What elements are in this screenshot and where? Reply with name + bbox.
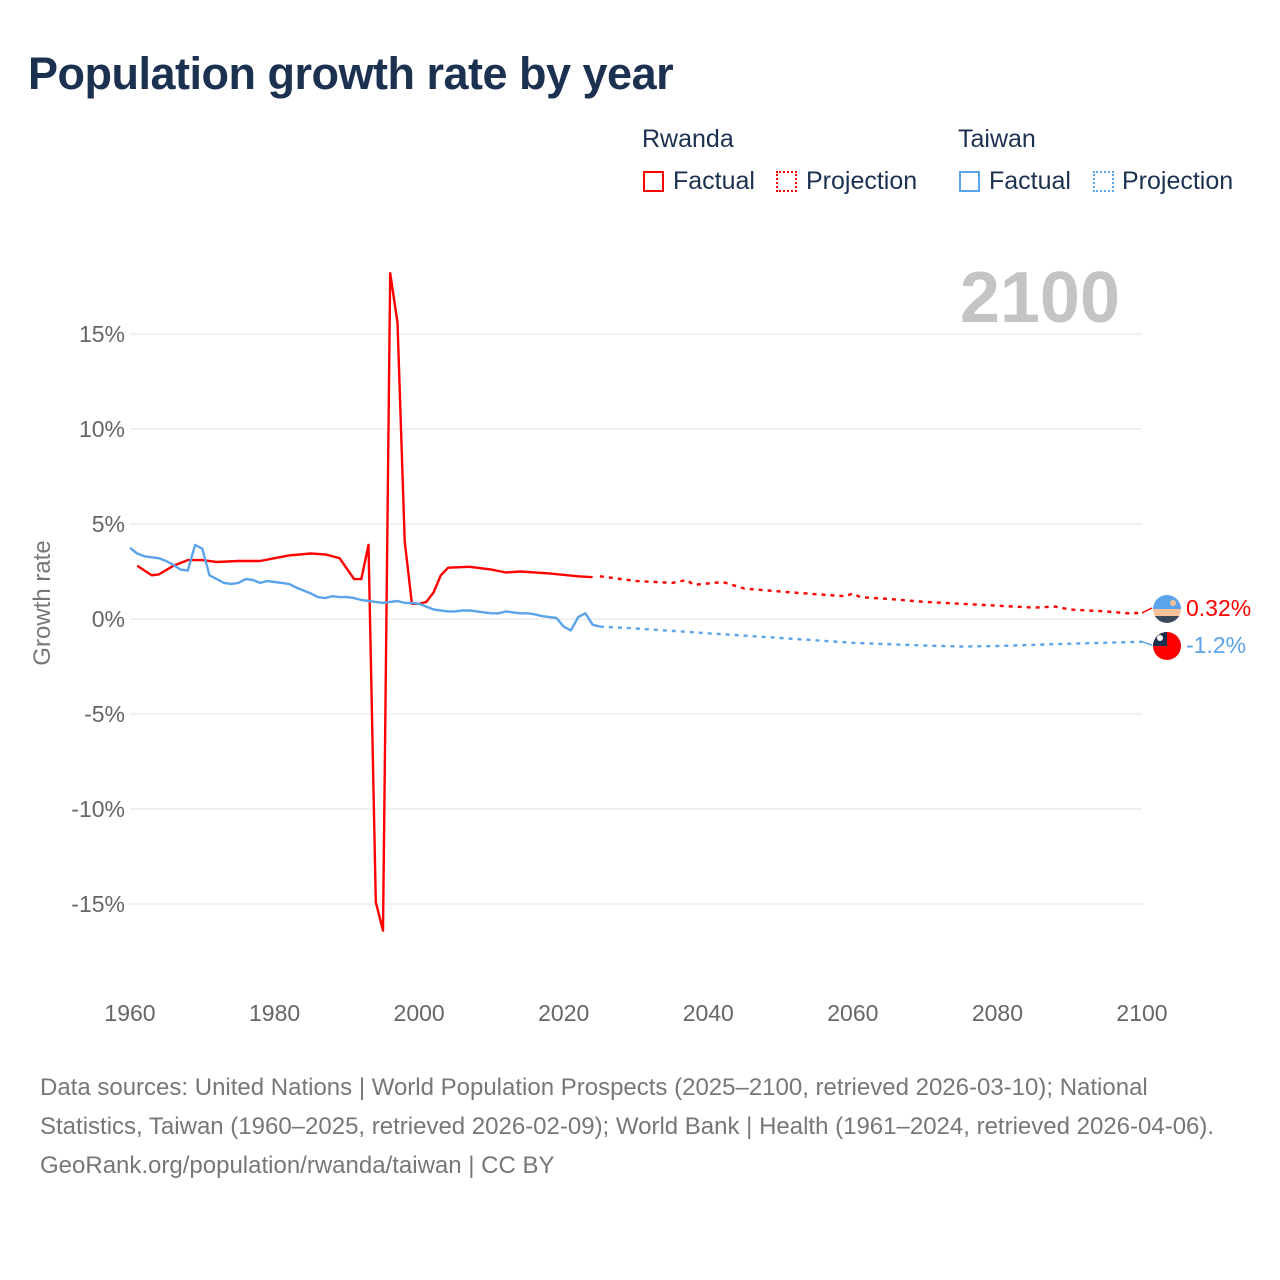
- legend-group-rwanda: Rwanda: [642, 125, 734, 153]
- flag-band: [1153, 595, 1181, 609]
- legend-group-taiwan: Taiwan: [958, 125, 1036, 153]
- x-tick-label: 2060: [827, 1000, 878, 1026]
- flag-sun: [1157, 635, 1163, 641]
- legend-swatch-taiwan-factual: [959, 171, 980, 192]
- x-tick-label: 1980: [249, 1000, 300, 1026]
- footer: Data sources: United Nations | World Pop…: [40, 1068, 1250, 1185]
- taiwan-end-connector: [1141, 641, 1153, 646]
- taiwan-projection-line: [599, 625, 1143, 648]
- y-tick-label: -5%: [84, 701, 125, 727]
- legend-rwanda-factual[interactable]: Factual: [673, 167, 755, 195]
- taiwan-end-label: -1.2%: [1186, 632, 1246, 658]
- legend-swatch-rwanda-projection: [776, 171, 797, 192]
- y-tick-label: 10%: [79, 416, 125, 442]
- y-tick-label: 15%: [79, 321, 125, 347]
- y-axis-label: Growth rate: [29, 540, 56, 665]
- chart-title: Population growth rate by year: [28, 48, 674, 99]
- source-link[interactable]: GeoRank.org/population/rwanda/taiwan | C…: [40, 1152, 555, 1179]
- rwanda-end-connector: [1141, 607, 1153, 614]
- taiwan-flag-icon: [1153, 632, 1181, 660]
- rwanda-factual-line: [136, 272, 593, 932]
- flag-band: [1153, 609, 1181, 616]
- y-tick-label: 0%: [92, 606, 125, 632]
- x-tick-label: 2100: [1116, 1000, 1167, 1026]
- y-tick-label: -10%: [71, 796, 125, 822]
- rwanda-flag-icon: [1153, 595, 1181, 623]
- x-tick-label: 2020: [538, 1000, 589, 1026]
- x-tick-label: 2000: [394, 1000, 445, 1026]
- rwanda-end-label: 0.32%: [1186, 595, 1251, 621]
- legend-swatch-rwanda-factual: [643, 171, 664, 192]
- taiwan-factual-line: [129, 543, 601, 632]
- rwanda-projection-line: [599, 575, 1143, 615]
- data-sources: Data sources: United Nations | World Pop…: [40, 1074, 1215, 1140]
- flag-band: [1153, 616, 1181, 623]
- legend-swatch-taiwan-projection: [1093, 171, 1114, 192]
- y-tick-label: -15%: [71, 891, 125, 917]
- x-tick-label: 2040: [683, 1000, 734, 1026]
- flag-sun: [1170, 600, 1176, 606]
- x-tick-label: 1960: [104, 1000, 155, 1026]
- plot-area: 2100 Growth rate 15% 10% 5% 0% -5% -10% -15% 19…: [29, 258, 1251, 1026]
- y-tick-label: 5%: [92, 511, 125, 537]
- legend-rwanda-projection[interactable]: Projection: [806, 167, 918, 195]
- legend-taiwan-projection[interactable]: Projection: [1122, 167, 1234, 195]
- x-tick-label: 2080: [972, 1000, 1023, 1026]
- legend-taiwan-factual[interactable]: Factual: [989, 167, 1071, 195]
- year-watermark: 2100: [960, 258, 1120, 338]
